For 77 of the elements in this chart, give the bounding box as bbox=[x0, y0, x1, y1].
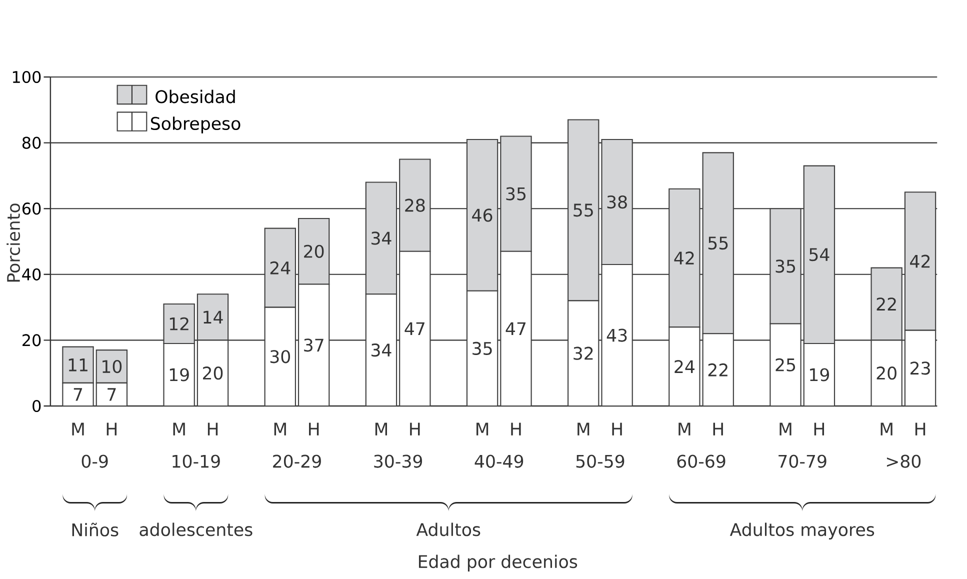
text: 30-39 bbox=[374, 454, 422, 468]
data-label: 42 bbox=[910, 254, 930, 268]
x-tick-label: M bbox=[173, 422, 185, 436]
x-tick-label: M bbox=[72, 422, 84, 436]
x-tick-label: H bbox=[915, 422, 926, 436]
text: >80 bbox=[886, 454, 921, 468]
data-label: 55 bbox=[574, 204, 593, 217]
data-label: 14 bbox=[204, 310, 223, 324]
data-label: 24 bbox=[270, 261, 290, 274]
data-label: 11 bbox=[68, 358, 88, 372]
y-tick-label: 40 bbox=[22, 268, 41, 280]
data-label: 35 bbox=[776, 260, 796, 273]
data-label: 12 bbox=[170, 317, 188, 330]
y-tick-label: 100 bbox=[12, 70, 41, 84]
data-label: 34 bbox=[372, 344, 392, 357]
legend-label: Obesidad bbox=[156, 90, 235, 104]
x-tick-label: H bbox=[309, 422, 319, 436]
data-label: 35 bbox=[506, 187, 526, 200]
data-label: 38 bbox=[607, 195, 627, 209]
text: Adultos bbox=[416, 522, 480, 536]
data-label: 54 bbox=[810, 248, 830, 262]
data-label: 46 bbox=[472, 208, 492, 222]
y-tick-label: 20 bbox=[22, 334, 41, 346]
data-label: 47 bbox=[404, 322, 424, 335]
data-label: 20 bbox=[876, 366, 896, 380]
text: adolescentes bbox=[140, 522, 252, 536]
y-axis-title: Porciento bbox=[6, 204, 20, 282]
data-label: 35 bbox=[472, 342, 492, 355]
data-label: 22 bbox=[876, 298, 896, 310]
data-label: 20 bbox=[203, 366, 223, 380]
x-tick-label: H bbox=[814, 422, 824, 436]
data-label: 47 bbox=[506, 322, 526, 335]
x-tick-label: M bbox=[780, 422, 792, 436]
text: 70-79 bbox=[778, 454, 826, 468]
data-label: 37 bbox=[304, 338, 324, 352]
data-label: 34 bbox=[372, 232, 392, 245]
text: 20-29 bbox=[273, 454, 321, 468]
data-label: 25 bbox=[776, 358, 796, 372]
x-tick-label: H bbox=[511, 422, 521, 436]
data-label: 19 bbox=[810, 368, 829, 382]
text: Niños bbox=[72, 522, 118, 536]
y-tick-label: 0 bbox=[32, 400, 41, 412]
text: Edad por decenios bbox=[418, 554, 578, 572]
data-label: 20 bbox=[304, 244, 324, 258]
data-label: 42 bbox=[674, 252, 694, 264]
data-label: 19 bbox=[170, 368, 189, 382]
text: 60-69 bbox=[677, 454, 726, 468]
data-label: 7 bbox=[108, 388, 116, 401]
text: Adultos mayores bbox=[730, 522, 874, 540]
y-tick-label: 60 bbox=[22, 202, 41, 215]
data-label: 32 bbox=[574, 346, 593, 360]
x-tick-label: H bbox=[106, 422, 117, 436]
x-tick-label: M bbox=[678, 422, 690, 436]
legend-label: Sobrepeso bbox=[150, 116, 240, 134]
x-tick-label: H bbox=[612, 422, 622, 436]
x-tick-label: M bbox=[880, 422, 892, 436]
data-label: 28 bbox=[405, 198, 425, 212]
data-label: 7 bbox=[74, 388, 82, 401]
data-label: 22 bbox=[708, 363, 728, 376]
x-tick-label: M bbox=[375, 422, 387, 436]
data-label: 10 bbox=[102, 360, 122, 374]
data-label: 24 bbox=[674, 360, 694, 373]
x-tick-label: H bbox=[208, 422, 218, 436]
data-label: 55 bbox=[708, 236, 728, 250]
text: 40-49 bbox=[474, 454, 524, 468]
y-tick-label: 80 bbox=[22, 136, 41, 149]
x-tick-label: M bbox=[476, 422, 488, 436]
x-tick-label: M bbox=[578, 422, 590, 436]
x-tick-label: H bbox=[713, 422, 723, 436]
text: 10-19 bbox=[172, 454, 220, 468]
text: 0-9 bbox=[82, 454, 108, 468]
text: 50-59 bbox=[576, 454, 624, 468]
data-label: 23 bbox=[910, 362, 930, 375]
x-tick-label: H bbox=[410, 422, 420, 436]
data-label: 30 bbox=[270, 350, 290, 364]
data-label: 43 bbox=[606, 328, 627, 342]
x-tick-label: M bbox=[274, 422, 286, 436]
